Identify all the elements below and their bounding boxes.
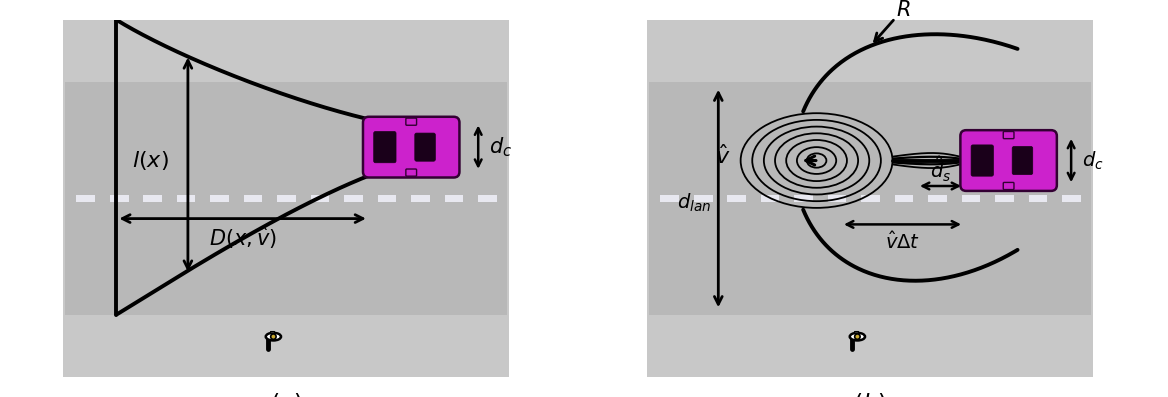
Bar bbox=[861, 195, 880, 202]
Bar bbox=[1029, 195, 1048, 202]
Text: $\hat{v}\Delta t$: $\hat{v}\Delta t$ bbox=[885, 231, 920, 253]
FancyBboxPatch shape bbox=[405, 118, 417, 125]
Text: $(b)$: $(b)$ bbox=[854, 391, 887, 397]
Bar bbox=[176, 195, 195, 202]
Bar bbox=[794, 195, 813, 202]
Bar bbox=[345, 195, 363, 202]
Bar bbox=[144, 195, 162, 202]
Bar bbox=[478, 195, 496, 202]
FancyBboxPatch shape bbox=[960, 130, 1057, 191]
Text: $l(x)$: $l(x)$ bbox=[132, 148, 168, 172]
Ellipse shape bbox=[850, 333, 865, 341]
Bar bbox=[76, 195, 95, 202]
Bar bbox=[210, 195, 229, 202]
Bar bbox=[445, 195, 464, 202]
FancyBboxPatch shape bbox=[363, 117, 459, 177]
FancyBboxPatch shape bbox=[1003, 131, 1014, 139]
Bar bbox=[828, 195, 847, 202]
Ellipse shape bbox=[266, 333, 281, 341]
Text: $d_c$: $d_c$ bbox=[489, 135, 513, 159]
Bar bbox=[728, 195, 746, 202]
Bar bbox=[244, 195, 263, 202]
Bar bbox=[311, 195, 329, 202]
Bar bbox=[694, 195, 712, 202]
Circle shape bbox=[271, 334, 276, 339]
FancyBboxPatch shape bbox=[58, 15, 514, 382]
FancyBboxPatch shape bbox=[1013, 146, 1033, 175]
Bar bbox=[377, 195, 396, 202]
Text: $(a)$: $(a)$ bbox=[270, 391, 303, 397]
Text: $\hat{d}_s$: $\hat{d}_s$ bbox=[930, 154, 951, 184]
FancyBboxPatch shape bbox=[971, 145, 994, 176]
FancyBboxPatch shape bbox=[642, 15, 1098, 382]
Bar bbox=[660, 195, 679, 202]
Bar bbox=[65, 83, 507, 314]
Text: $\hat{v}$: $\hat{v}$ bbox=[715, 144, 730, 168]
FancyBboxPatch shape bbox=[415, 133, 436, 161]
Bar bbox=[110, 195, 128, 202]
Circle shape bbox=[855, 334, 860, 339]
Bar bbox=[270, 331, 274, 333]
Bar bbox=[411, 195, 430, 202]
Bar bbox=[929, 195, 947, 202]
Text: $d_{lan}$: $d_{lan}$ bbox=[676, 192, 711, 214]
Bar bbox=[961, 195, 980, 202]
Bar bbox=[854, 331, 858, 333]
FancyBboxPatch shape bbox=[405, 169, 417, 176]
Bar bbox=[649, 83, 1091, 314]
Bar bbox=[995, 195, 1014, 202]
Text: $D(x,\hat{v})$: $D(x,\hat{v})$ bbox=[209, 224, 277, 251]
FancyBboxPatch shape bbox=[374, 131, 396, 163]
Bar bbox=[1062, 195, 1080, 202]
Text: $d_c$: $d_c$ bbox=[1083, 149, 1104, 172]
Bar bbox=[895, 195, 913, 202]
Bar bbox=[760, 195, 779, 202]
Bar bbox=[277, 195, 296, 202]
FancyBboxPatch shape bbox=[1003, 183, 1014, 190]
Text: $R$: $R$ bbox=[896, 0, 910, 20]
